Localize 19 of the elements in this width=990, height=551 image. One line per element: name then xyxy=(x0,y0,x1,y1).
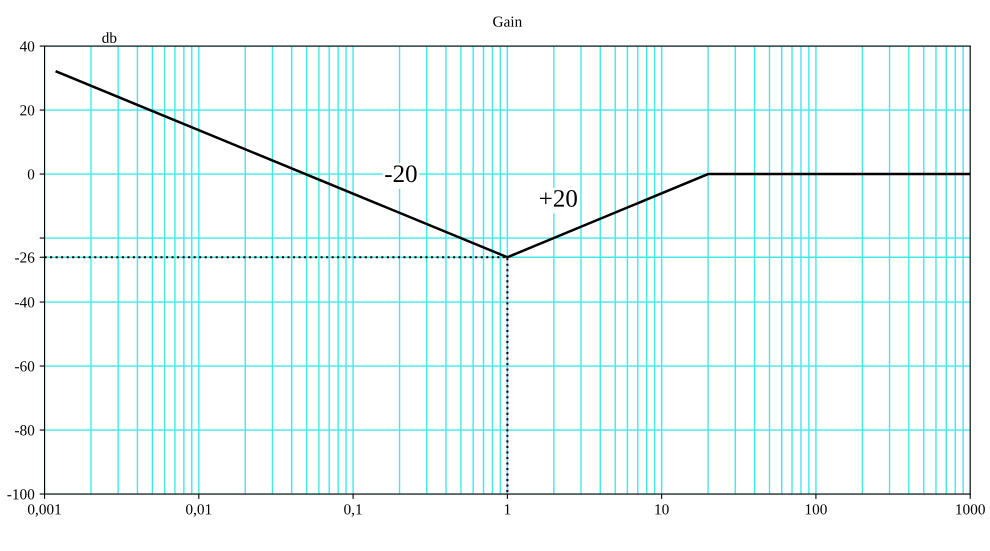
x-tick-label: 100 xyxy=(806,504,827,514)
y-tick-label: -26 xyxy=(15,252,34,263)
y-tick-label: -80 xyxy=(15,425,34,436)
x-tick-label: 0,1 xyxy=(344,504,362,517)
x-tick-label: 1 xyxy=(504,504,510,514)
y-tick-label: 20 xyxy=(20,105,34,116)
x-tick-label: 0,01 xyxy=(186,504,212,517)
x-tick-label: 10 xyxy=(655,504,669,514)
y-tick-label: -100 xyxy=(7,489,34,500)
annotation: +20 xyxy=(540,190,577,207)
x-tick-label: 1000 xyxy=(956,504,985,514)
y-tick-label: 0 xyxy=(28,169,34,180)
annotation: -20 xyxy=(385,165,417,182)
chart-title: Gain xyxy=(493,16,522,27)
y-axis-title: db xyxy=(102,32,116,43)
x-tick-label: 0,001 xyxy=(28,504,61,517)
y-tick-label: -60 xyxy=(15,361,34,372)
y-tick-label: -40 xyxy=(15,297,34,308)
y-tick-label: 40 xyxy=(20,41,34,52)
